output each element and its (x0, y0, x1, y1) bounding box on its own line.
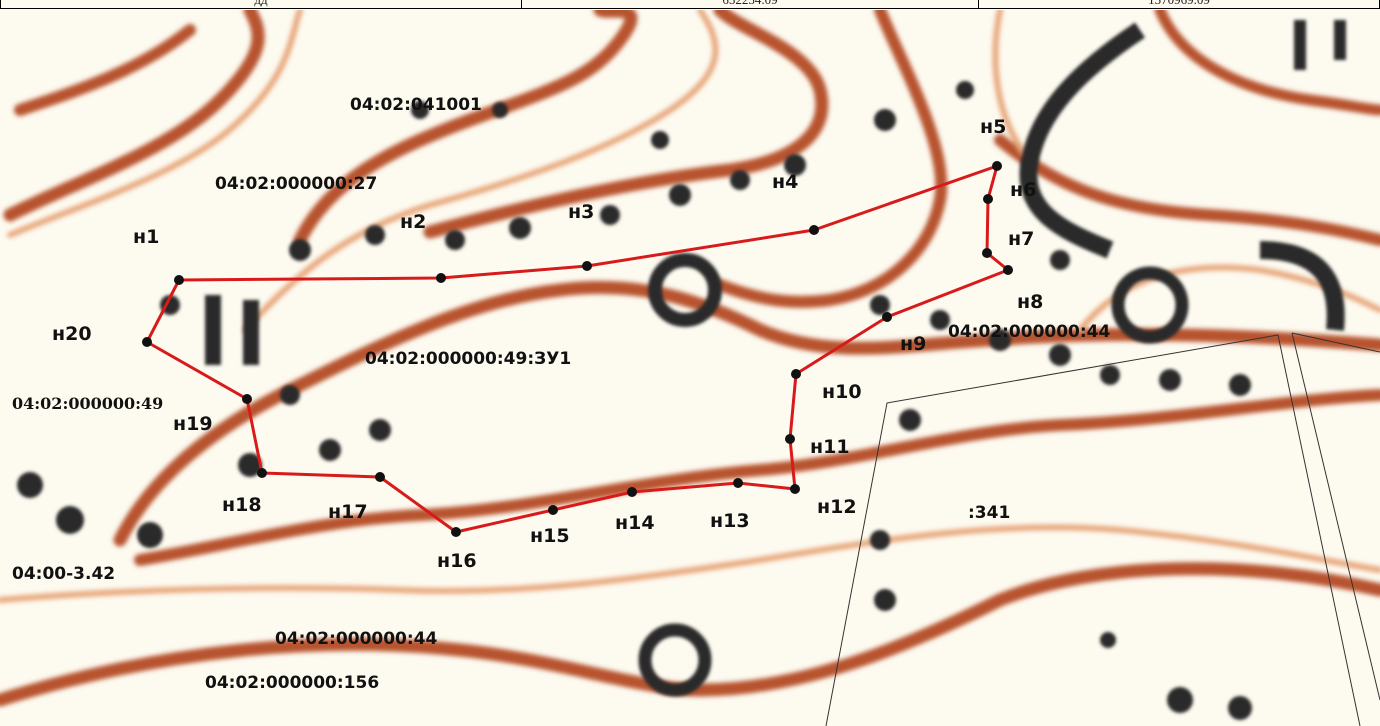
point-label-n14: н14 (615, 512, 655, 534)
point-label-n1: н1 (133, 226, 159, 248)
label-new-parcel: 04:02:000000:49:ЗУ1 (365, 349, 571, 369)
terrain-symbols (17, 20, 1346, 720)
point-label-n17: н17 (328, 501, 368, 523)
label-parcel-44-bottom: 04:02:000000:44 (275, 629, 438, 649)
contour-lines (0, 10, 1380, 707)
point-label-n13: н13 (710, 510, 750, 532)
parcel-boundary (142, 161, 1013, 537)
vertex-n6 (983, 194, 993, 204)
vertex-n2 (436, 273, 446, 283)
point-label-n4: н4 (772, 171, 798, 193)
parcel-edge-right (1291, 332, 1380, 701)
vertex-n17 (375, 472, 385, 482)
label-parcel-49: 04:02:000000:49 (12, 394, 163, 413)
vertex-n8 (1003, 265, 1013, 275)
vertex-n16 (451, 527, 461, 537)
vertex-n18 (257, 468, 267, 478)
point-label-n2: н2 (400, 211, 426, 233)
point-label-n10: н10 (822, 381, 862, 403)
vertex-n15 (548, 505, 558, 515)
point-label-n9: н9 (900, 333, 926, 355)
point-label-n8: н8 (1017, 291, 1043, 313)
cadastral-map: н1 н2 н3 н4 н5 н6 н7 н8 н9 н10 н11 н12 н13 н14 н15 н16 н… (0, 10, 1380, 726)
label-parcel-156: 04:02:000000:156 (205, 673, 379, 693)
parcel-341-boundary (825, 334, 1361, 726)
parcel-edge-top-right (1291, 332, 1380, 353)
point-label-n15: н15 (530, 525, 570, 547)
point-label-n7: н7 (1008, 228, 1034, 250)
vertex-n11 (785, 434, 795, 444)
point-label-n16: н16 (437, 550, 477, 572)
vertex-n20 (142, 337, 152, 347)
point-label-n19: н19 (173, 413, 213, 435)
point-label-n5: н5 (980, 116, 1006, 138)
parcel-labels: 04:02:041001 04:02:000000:27 04:02:00000… (12, 95, 1111, 693)
point-label-n6: н6 (1010, 179, 1036, 201)
point-label-n20: н20 (52, 323, 92, 345)
table-cell-point: дд (0, 0, 522, 9)
table-cell-y: 1370969.09 (978, 0, 1380, 9)
point-label-n3: н3 (568, 201, 594, 223)
vertex-n10 (791, 369, 801, 379)
vertex-n14 (627, 487, 637, 497)
label-block-041001: 04:02:041001 (350, 95, 482, 115)
point-label-n12: н12 (817, 496, 857, 518)
vertex-n12 (790, 484, 800, 494)
label-parcel-44-right: 04:02:000000:44 (948, 322, 1111, 342)
table-cell-x: 652254.09 (521, 0, 979, 9)
vertex-n4 (809, 225, 819, 235)
label-road: 04:00-3.42 (12, 564, 115, 584)
cadastral-boundaries (825, 332, 1380, 726)
vertex-n13 (733, 478, 743, 488)
coordinates-table-row: дд 652254.09 1370969.09 (0, 0, 1380, 10)
vertex-n5 (992, 161, 1002, 171)
point-labels: н1 н2 н3 н4 н5 н6 н7 н8 н9 н10 н11 н12 н13 н14 н15 н16 н… (52, 116, 1043, 572)
vertex-n3 (582, 261, 592, 271)
label-parcel-27: 04:02:000000:27 (215, 174, 377, 194)
point-label-n11: н11 (810, 436, 850, 458)
vertex-n7 (982, 248, 992, 258)
vertex-n9 (882, 312, 892, 322)
point-label-n18: н18 (222, 494, 262, 516)
label-parcel-341: :341 (968, 503, 1010, 523)
vertex-n19 (242, 394, 252, 404)
vertex-n1 (174, 275, 184, 285)
